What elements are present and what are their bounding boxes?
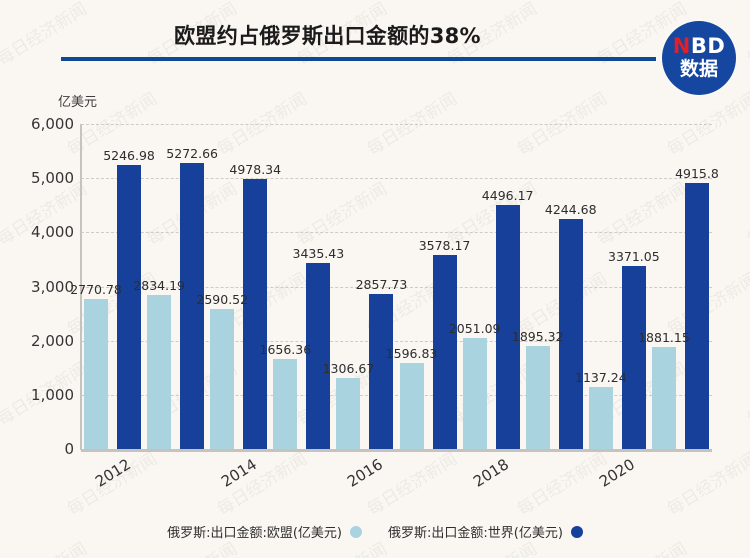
bar [495, 205, 520, 449]
bar [180, 163, 205, 449]
bar-value-label: 5272.66 [166, 146, 218, 162]
bar [336, 378, 361, 449]
bar-value-label: 2770.78 [70, 281, 122, 297]
bar [462, 337, 487, 449]
bar-value-label: 4915.8 [675, 165, 719, 181]
bar [621, 266, 646, 449]
watermark-text: 每日经济新闻 [743, 179, 750, 251]
y-tick-label: 5,000 [31, 169, 74, 188]
bar [117, 164, 142, 449]
gridline [81, 124, 712, 125]
bar [399, 362, 424, 449]
y-tick-label: 1,000 [31, 385, 74, 404]
bar [369, 294, 394, 449]
legend-swatch [570, 525, 583, 538]
gridline [81, 178, 712, 180]
bar-value-label: 3578.17 [418, 238, 471, 254]
x-tick-label: 2020 [596, 455, 639, 491]
legend-label: 俄罗斯:出口金额:世界(亿美元) [388, 526, 563, 541]
bar-value-label: 2590.52 [196, 291, 249, 307]
bar [432, 255, 457, 449]
nbd-logo: NBD 数据 [662, 21, 736, 95]
bar-value-label: 3371.05 [607, 249, 660, 265]
logo-letters-bd: BD [690, 34, 726, 59]
bar [84, 298, 109, 449]
bar-value-label: 4244.68 [544, 202, 597, 218]
bar [525, 346, 550, 449]
y-tick-label: 3,000 [31, 277, 74, 296]
y-tick-label: 6,000 [31, 115, 74, 133]
bar [273, 359, 298, 449]
y-tick-label: 2,000 [31, 331, 74, 350]
bar [306, 262, 331, 449]
x-tick-label: 2014 [217, 455, 260, 491]
chart-legend: 俄罗斯:出口金额:欧盟(亿美元) 俄罗斯:出口金额:世界(亿美元) [0, 522, 750, 541]
bar [243, 179, 268, 449]
bar-value-label: 1137.24 [574, 370, 627, 386]
page-title: 欧盟约占俄罗斯出口金额的38% [174, 24, 481, 48]
bar-value-label: 4496.17 [481, 188, 534, 204]
bar [588, 387, 613, 449]
watermark-text: 每日经济新闻 [743, 359, 750, 431]
bar-value-label: 2857.73 [355, 277, 408, 293]
bar [558, 219, 583, 449]
y-tick-label: 4,000 [31, 223, 74, 242]
watermark-text: 每日经济新闻 [0, 359, 91, 431]
x-axis-tick-labels: 2012 2014 2016 2018 2020 [0, 452, 750, 512]
legend-item[interactable]: 俄罗斯:出口金额:世界(亿美元) [388, 522, 583, 541]
legend-label: 俄罗斯:出口金额:欧盟(亿美元) [167, 526, 342, 541]
bar-value-label: 1596.83 [385, 345, 438, 361]
gridline [81, 340, 712, 342]
x-axis-line [81, 449, 712, 452]
bar-value-label: 5246.98 [103, 147, 155, 163]
title-divider [61, 57, 656, 61]
bar-value-label: 1881.15 [638, 330, 690, 346]
bar-value-label: 2834.19 [133, 278, 185, 294]
plot-area: 2770.78 5246.98 2834.19 5272.66 2590.52 4978.… [70, 124, 719, 449]
bar [210, 308, 235, 449]
x-tick-label: 2016 [343, 455, 386, 491]
legend-swatch [350, 525, 362, 538]
x-tick-label: 2018 [470, 455, 513, 491]
bar [651, 347, 676, 449]
bar-value-label: 3435.43 [292, 245, 345, 261]
logo-nbd-text: NBD [673, 36, 726, 57]
logo-letter-n: N [672, 34, 691, 59]
y-axis-unit-label: 亿美元 [58, 95, 98, 110]
bar-value-label: 1895.32 [511, 329, 564, 345]
legend-item[interactable]: 俄罗斯:出口金额:欧盟(亿美元) [167, 522, 362, 541]
bar-value-label: 1656.36 [259, 342, 312, 358]
bar-value-label: 2051.09 [448, 320, 501, 336]
gridline [81, 232, 712, 234]
gridline [81, 286, 712, 288]
gridline [81, 394, 712, 396]
logo-subtitle: 数据 [679, 58, 718, 81]
bar-value-label: 4978.34 [229, 162, 282, 178]
bar-value-label: 1306.67 [322, 361, 375, 377]
bar [684, 182, 709, 449]
x-tick-label: 2012 [91, 455, 134, 491]
watermark-text: 每日经济新闻 [0, 179, 91, 251]
bar [147, 295, 172, 449]
